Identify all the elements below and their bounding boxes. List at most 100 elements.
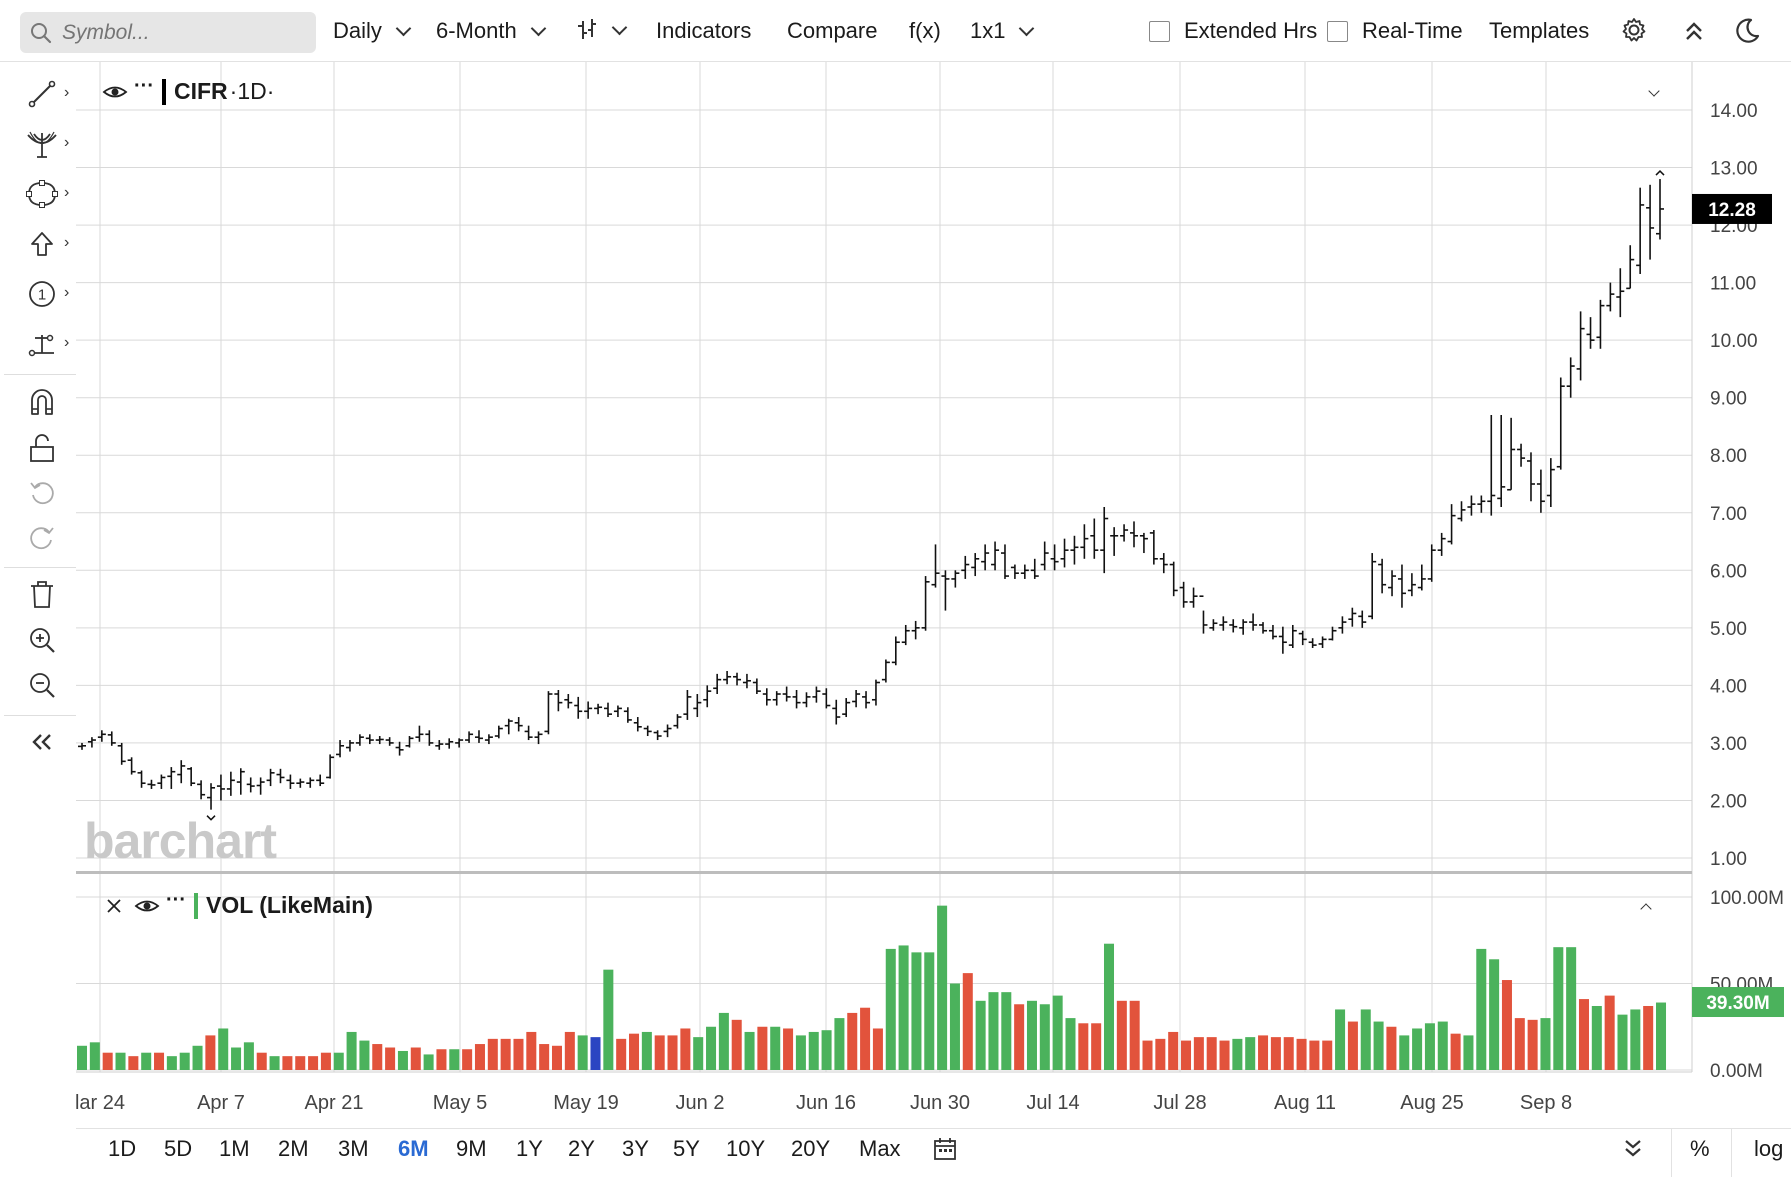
range-button-6m[interactable]: 6M xyxy=(398,1136,429,1161)
volume-bar xyxy=(256,1052,267,1070)
ohlc-bar xyxy=(1328,626,1337,641)
ohlc-bar xyxy=(683,689,692,720)
time-tick-label: Apr 21 xyxy=(305,1092,364,1114)
more-options-icon[interactable]: ··· xyxy=(166,889,186,911)
chevron-right-icon[interactable]: › xyxy=(64,284,70,301)
compare-button[interactable]: Compare xyxy=(787,18,877,44)
volume-bar xyxy=(1617,1014,1628,1070)
log-scale-toggle[interactable]: log xyxy=(1754,1136,1784,1161)
dark-mode-button[interactable] xyxy=(1732,16,1762,46)
double-chevron-down-icon xyxy=(1625,1140,1641,1157)
range-button-20y[interactable]: 20Y xyxy=(791,1136,831,1161)
price-tick-label: 7.00 xyxy=(1710,504,1747,525)
fx-button[interactable]: f(x) xyxy=(909,18,941,44)
range-button-2m[interactable]: 2M xyxy=(278,1136,309,1161)
trend-line-tool[interactable] xyxy=(22,74,62,114)
ohlc-bar xyxy=(1616,268,1625,318)
volume-bar xyxy=(295,1056,306,1070)
volume-bar xyxy=(77,1045,88,1070)
chart-type-dropdown[interactable] xyxy=(576,18,628,42)
zoom-in-button[interactable] xyxy=(22,620,62,660)
series-color-marker xyxy=(193,892,198,919)
range-button-5y[interactable]: 5Y xyxy=(673,1136,700,1161)
redo-button[interactable] xyxy=(22,518,62,558)
redo-icon xyxy=(30,527,54,550)
ohlc-bar xyxy=(723,671,732,685)
chevron-right-icon[interactable]: › xyxy=(64,84,70,101)
templates-button[interactable]: Templates xyxy=(1489,18,1589,44)
time-tick-label: Aug 11 xyxy=(1274,1092,1336,1114)
chevron-right-icon[interactable]: › xyxy=(64,184,70,201)
interval-dropdown[interactable]: Daily xyxy=(333,18,412,44)
range-button-1d[interactable]: 1D xyxy=(108,1136,137,1161)
extended-hours-checkbox[interactable] xyxy=(1149,20,1170,42)
ohlc-bar xyxy=(1626,245,1635,290)
volume-bar xyxy=(1014,1004,1025,1070)
real-time-toggle[interactable]: Real-Time xyxy=(1327,18,1463,44)
range-button-5d[interactable]: 5D xyxy=(164,1136,193,1161)
zoom-out-button[interactable] xyxy=(22,665,62,705)
volume-bar xyxy=(937,905,948,1070)
eye-icon[interactable] xyxy=(102,83,128,101)
time-tick-label: May 5 xyxy=(433,1092,487,1114)
chevron-right-icon[interactable]: › xyxy=(64,234,70,251)
magnet-tool[interactable] xyxy=(22,382,62,422)
ohlc-bar xyxy=(1020,564,1029,579)
undo-button[interactable] xyxy=(22,473,62,513)
collapse-tools-button[interactable] xyxy=(22,722,62,762)
annotation-tool[interactable]: 1 xyxy=(22,274,62,314)
volume-bar xyxy=(1643,1005,1654,1070)
time-axis[interactable]: lar 24 Apr 7 Apr 21 May 5 May 19 Jun 2 Jun 16 J… xyxy=(75,1092,1572,1114)
tool-divider xyxy=(4,715,76,716)
eye-icon[interactable] xyxy=(134,897,160,915)
extended-hours-toggle[interactable]: Extended Hrs xyxy=(1149,18,1317,44)
time-tick-label: May 19 xyxy=(553,1092,619,1114)
close-icon[interactable] xyxy=(106,898,122,914)
range-button-3m[interactable]: 3M xyxy=(338,1136,369,1161)
measure-tool[interactable] xyxy=(22,324,62,364)
chevron-right-icon[interactable]: › xyxy=(64,134,70,151)
range-button-1m[interactable]: 1M xyxy=(219,1136,250,1161)
volume-bar xyxy=(911,952,922,1070)
shapes-tool[interactable] xyxy=(22,174,62,214)
collapse-toolbar-button[interactable] xyxy=(1683,18,1705,44)
moon-icon xyxy=(1736,18,1760,43)
layout-dropdown[interactable]: 1x1 xyxy=(970,18,1035,44)
chevron-right-icon[interactable]: › xyxy=(64,334,70,351)
pitchfork-tool[interactable] xyxy=(22,124,62,164)
range-button-2y[interactable]: 2Y xyxy=(568,1136,595,1161)
ohlc-bar xyxy=(812,686,821,703)
arrow-up-icon xyxy=(31,232,53,256)
main-pane-collapse[interactable] xyxy=(1640,82,1660,100)
time-tick-label: Jul 14 xyxy=(1026,1092,1079,1114)
pane-separator[interactable] xyxy=(76,871,1692,874)
ohlc-bar xyxy=(365,734,374,745)
lock-tool[interactable] xyxy=(22,428,62,468)
range-button-max[interactable]: Max xyxy=(859,1136,901,1161)
arrow-tool[interactable] xyxy=(22,224,62,264)
volume-bar xyxy=(1116,1000,1127,1070)
more-options-icon[interactable]: ··· xyxy=(134,75,154,97)
range-button-1y[interactable]: 1Y xyxy=(516,1136,543,1161)
range-button-10y[interactable]: 10Y xyxy=(726,1136,766,1161)
expand-down-button[interactable] xyxy=(1623,1138,1643,1165)
period-dropdown[interactable]: 6-Month xyxy=(436,18,546,44)
time-tick-label: Jul 28 xyxy=(1153,1092,1206,1114)
volume-pane-collapse[interactable] xyxy=(1640,900,1652,918)
volume-bar xyxy=(423,1054,434,1070)
range-button-3y[interactable]: 3Y xyxy=(622,1136,649,1161)
ohlc-bar xyxy=(1110,527,1119,556)
settings-button[interactable] xyxy=(1620,16,1648,44)
volume-bar xyxy=(1437,1021,1448,1070)
indicators-button[interactable]: Indicators xyxy=(656,18,751,44)
percent-scale-toggle[interactable]: % xyxy=(1690,1136,1710,1161)
calendar-button[interactable] xyxy=(932,1136,958,1167)
delete-button[interactable] xyxy=(22,575,62,615)
search-input[interactable] xyxy=(60,19,294,46)
range-button-9m[interactable]: 9M xyxy=(456,1136,487,1161)
symbol-search[interactable] xyxy=(20,12,316,53)
ohlc-bar xyxy=(1388,570,1397,597)
real-time-checkbox[interactable] xyxy=(1327,20,1348,42)
